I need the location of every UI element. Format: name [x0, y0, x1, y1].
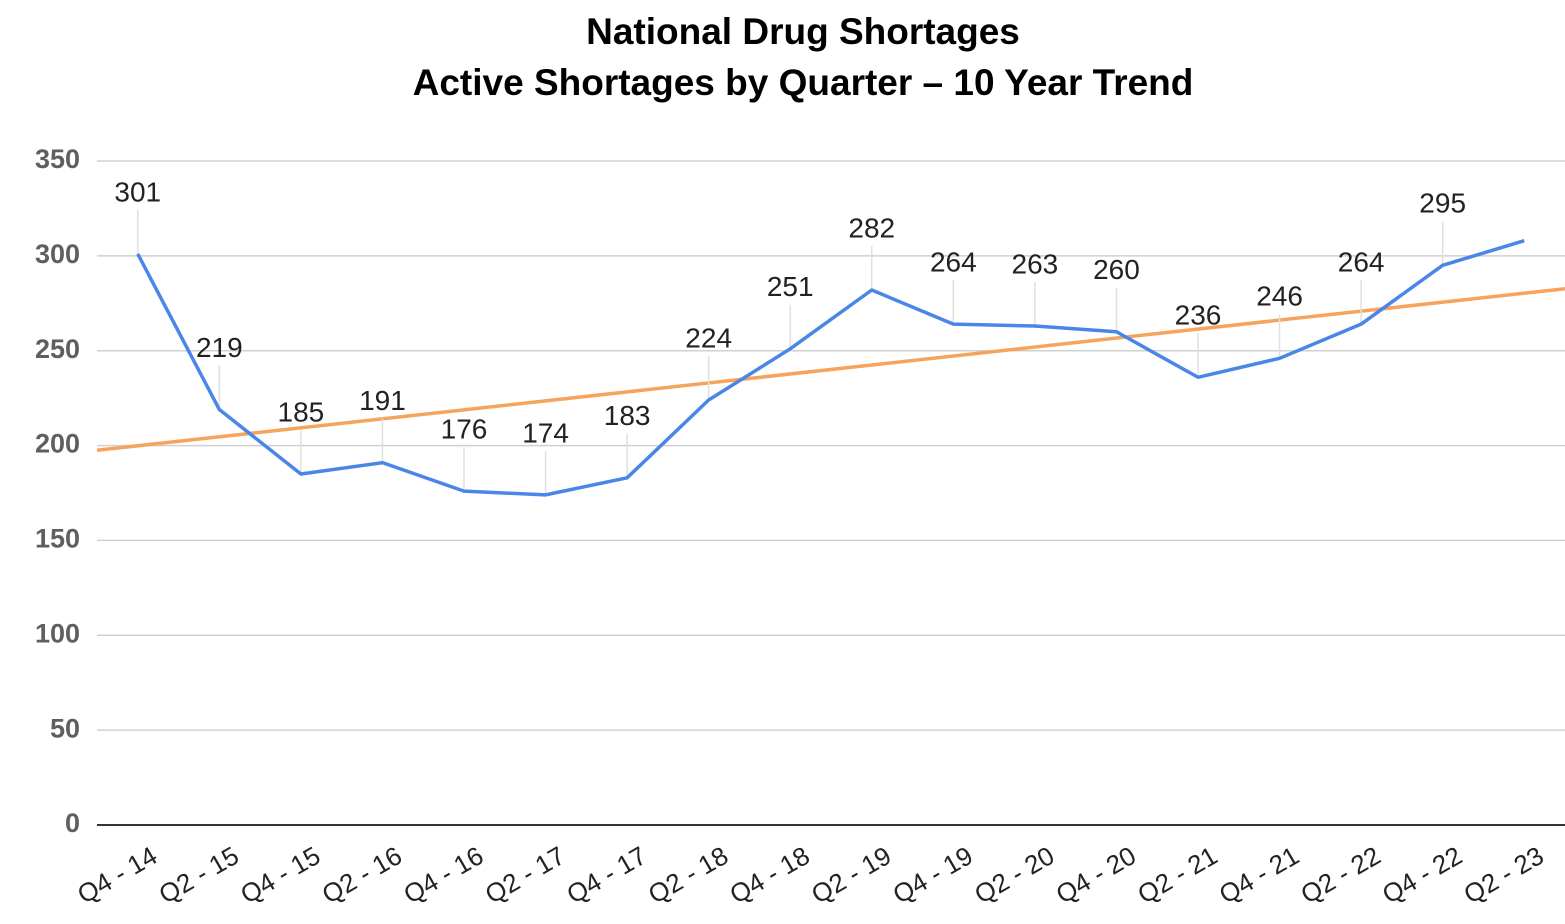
data-label: 301: [114, 176, 161, 207]
data-label: 236: [1175, 300, 1222, 331]
x-tick-label: Q4 - 22: [1377, 840, 1467, 909]
x-tick-label: Q4 - 14: [72, 840, 162, 909]
data-label: 264: [1338, 247, 1385, 278]
x-tick-label: Q2 - 20: [969, 840, 1059, 909]
chart-title: National Drug Shortages: [586, 11, 1020, 52]
data-label: 251: [767, 271, 814, 302]
y-tick-label: 200: [35, 429, 80, 459]
data-label: 246: [1256, 281, 1303, 312]
x-tick-label: Q4 - 21: [1214, 840, 1304, 909]
x-tick-label: Q2 - 16: [317, 840, 407, 909]
y-tick-label: 100: [35, 618, 80, 648]
data-label: 176: [441, 413, 488, 444]
y-tick-label: 250: [35, 334, 80, 364]
y-tick-label: 0: [65, 808, 80, 838]
data-label: 224: [685, 322, 732, 353]
x-tick-label: Q4 - 20: [1051, 840, 1141, 909]
x-tick-label: Q4 - 19: [888, 840, 978, 909]
y-tick-label: 150: [35, 524, 80, 554]
x-tick-label: Q2 - 23: [1459, 840, 1549, 909]
data-label: 264: [930, 247, 977, 278]
x-tick-label: Q4 - 18: [725, 840, 815, 909]
chart-subtitle: Active Shortages by Quarter – 10 Year Tr…: [413, 62, 1194, 103]
data-label: 282: [848, 212, 895, 243]
x-tick-label: Q2 - 17: [480, 840, 570, 909]
y-tick-label: 50: [50, 713, 80, 743]
data-label: 185: [278, 396, 325, 427]
data-label: 183: [604, 400, 651, 431]
x-tick-label: Q2 - 21: [1132, 840, 1222, 909]
x-tick-label: Q2 - 19: [806, 840, 896, 909]
x-tick-label: Q4 - 15: [235, 840, 325, 909]
trendline: [96, 286, 1565, 452]
data-label: 174: [522, 417, 569, 448]
x-tick-label: Q4 - 16: [398, 840, 488, 909]
data-label: 191: [359, 385, 406, 416]
data-label: 219: [196, 332, 243, 363]
y-tick-label: 300: [35, 239, 80, 269]
data-label: 263: [1012, 248, 1059, 279]
data-label: 260: [1093, 254, 1140, 285]
x-tick-label: Q2 - 22: [1295, 840, 1385, 909]
x-tick-label: Q4 - 17: [561, 840, 651, 909]
x-tick-label: Q2 - 18: [643, 840, 733, 909]
x-tick-label: Q2 - 15: [154, 840, 244, 909]
data-line: [136, 239, 1525, 497]
data-label: 295: [1419, 188, 1466, 219]
y-tick-label: 350: [35, 144, 80, 174]
